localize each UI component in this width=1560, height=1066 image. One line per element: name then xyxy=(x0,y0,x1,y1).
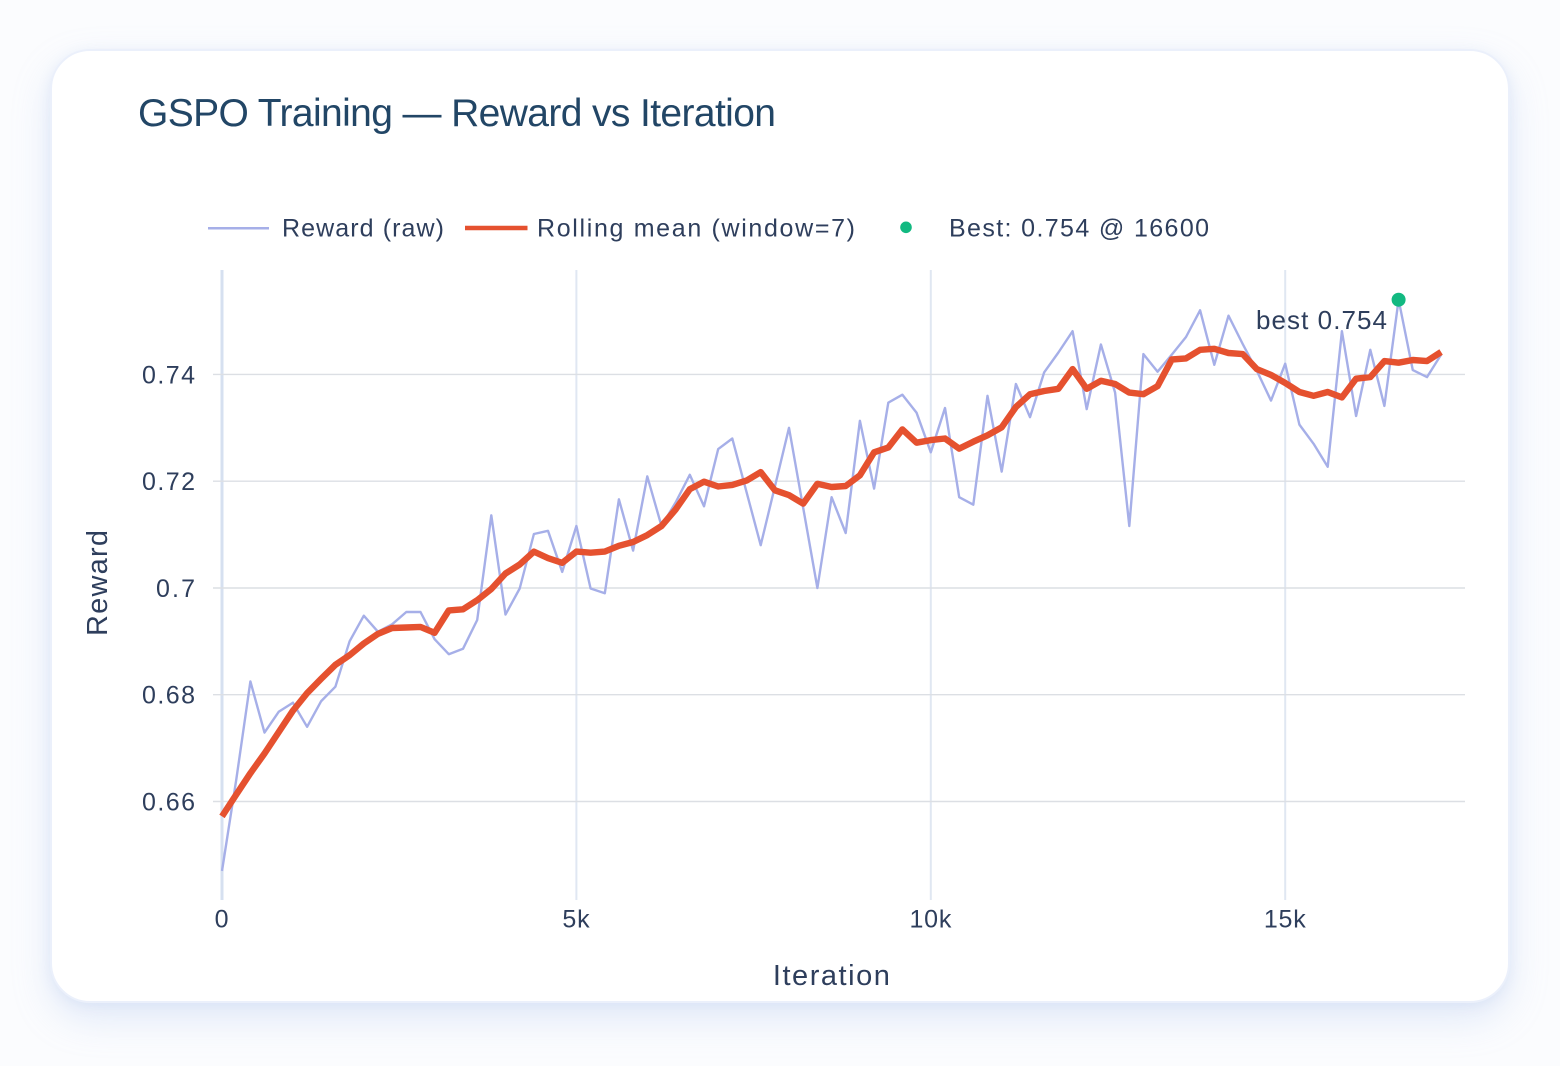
svg-text:Iteration: Iteration xyxy=(773,960,890,992)
svg-text:5k: 5k xyxy=(562,906,590,934)
svg-text:0.68: 0.68 xyxy=(142,682,195,710)
svg-text:0.66: 0.66 xyxy=(142,789,195,817)
svg-text:GSPO Training — Reward vs Iter: GSPO Training — Reward vs Iteration xyxy=(138,92,776,135)
svg-text:best 0.754: best 0.754 xyxy=(1256,305,1387,335)
svg-text:15k: 15k xyxy=(1264,906,1307,934)
svg-text:10k: 10k xyxy=(909,906,952,934)
svg-text:Reward: Reward xyxy=(82,530,114,636)
svg-text:Rolling mean (window=7): Rolling mean (window=7) xyxy=(537,215,855,243)
svg-text:0.7: 0.7 xyxy=(156,575,195,603)
svg-text:Reward (raw): Reward (raw) xyxy=(282,215,444,243)
svg-text:Best: 0.754 @ 16600: Best: 0.754 @ 16600 xyxy=(949,215,1209,243)
svg-text:0.74: 0.74 xyxy=(142,361,195,389)
svg-text:0: 0 xyxy=(215,906,230,934)
svg-text:0.72: 0.72 xyxy=(142,468,195,496)
